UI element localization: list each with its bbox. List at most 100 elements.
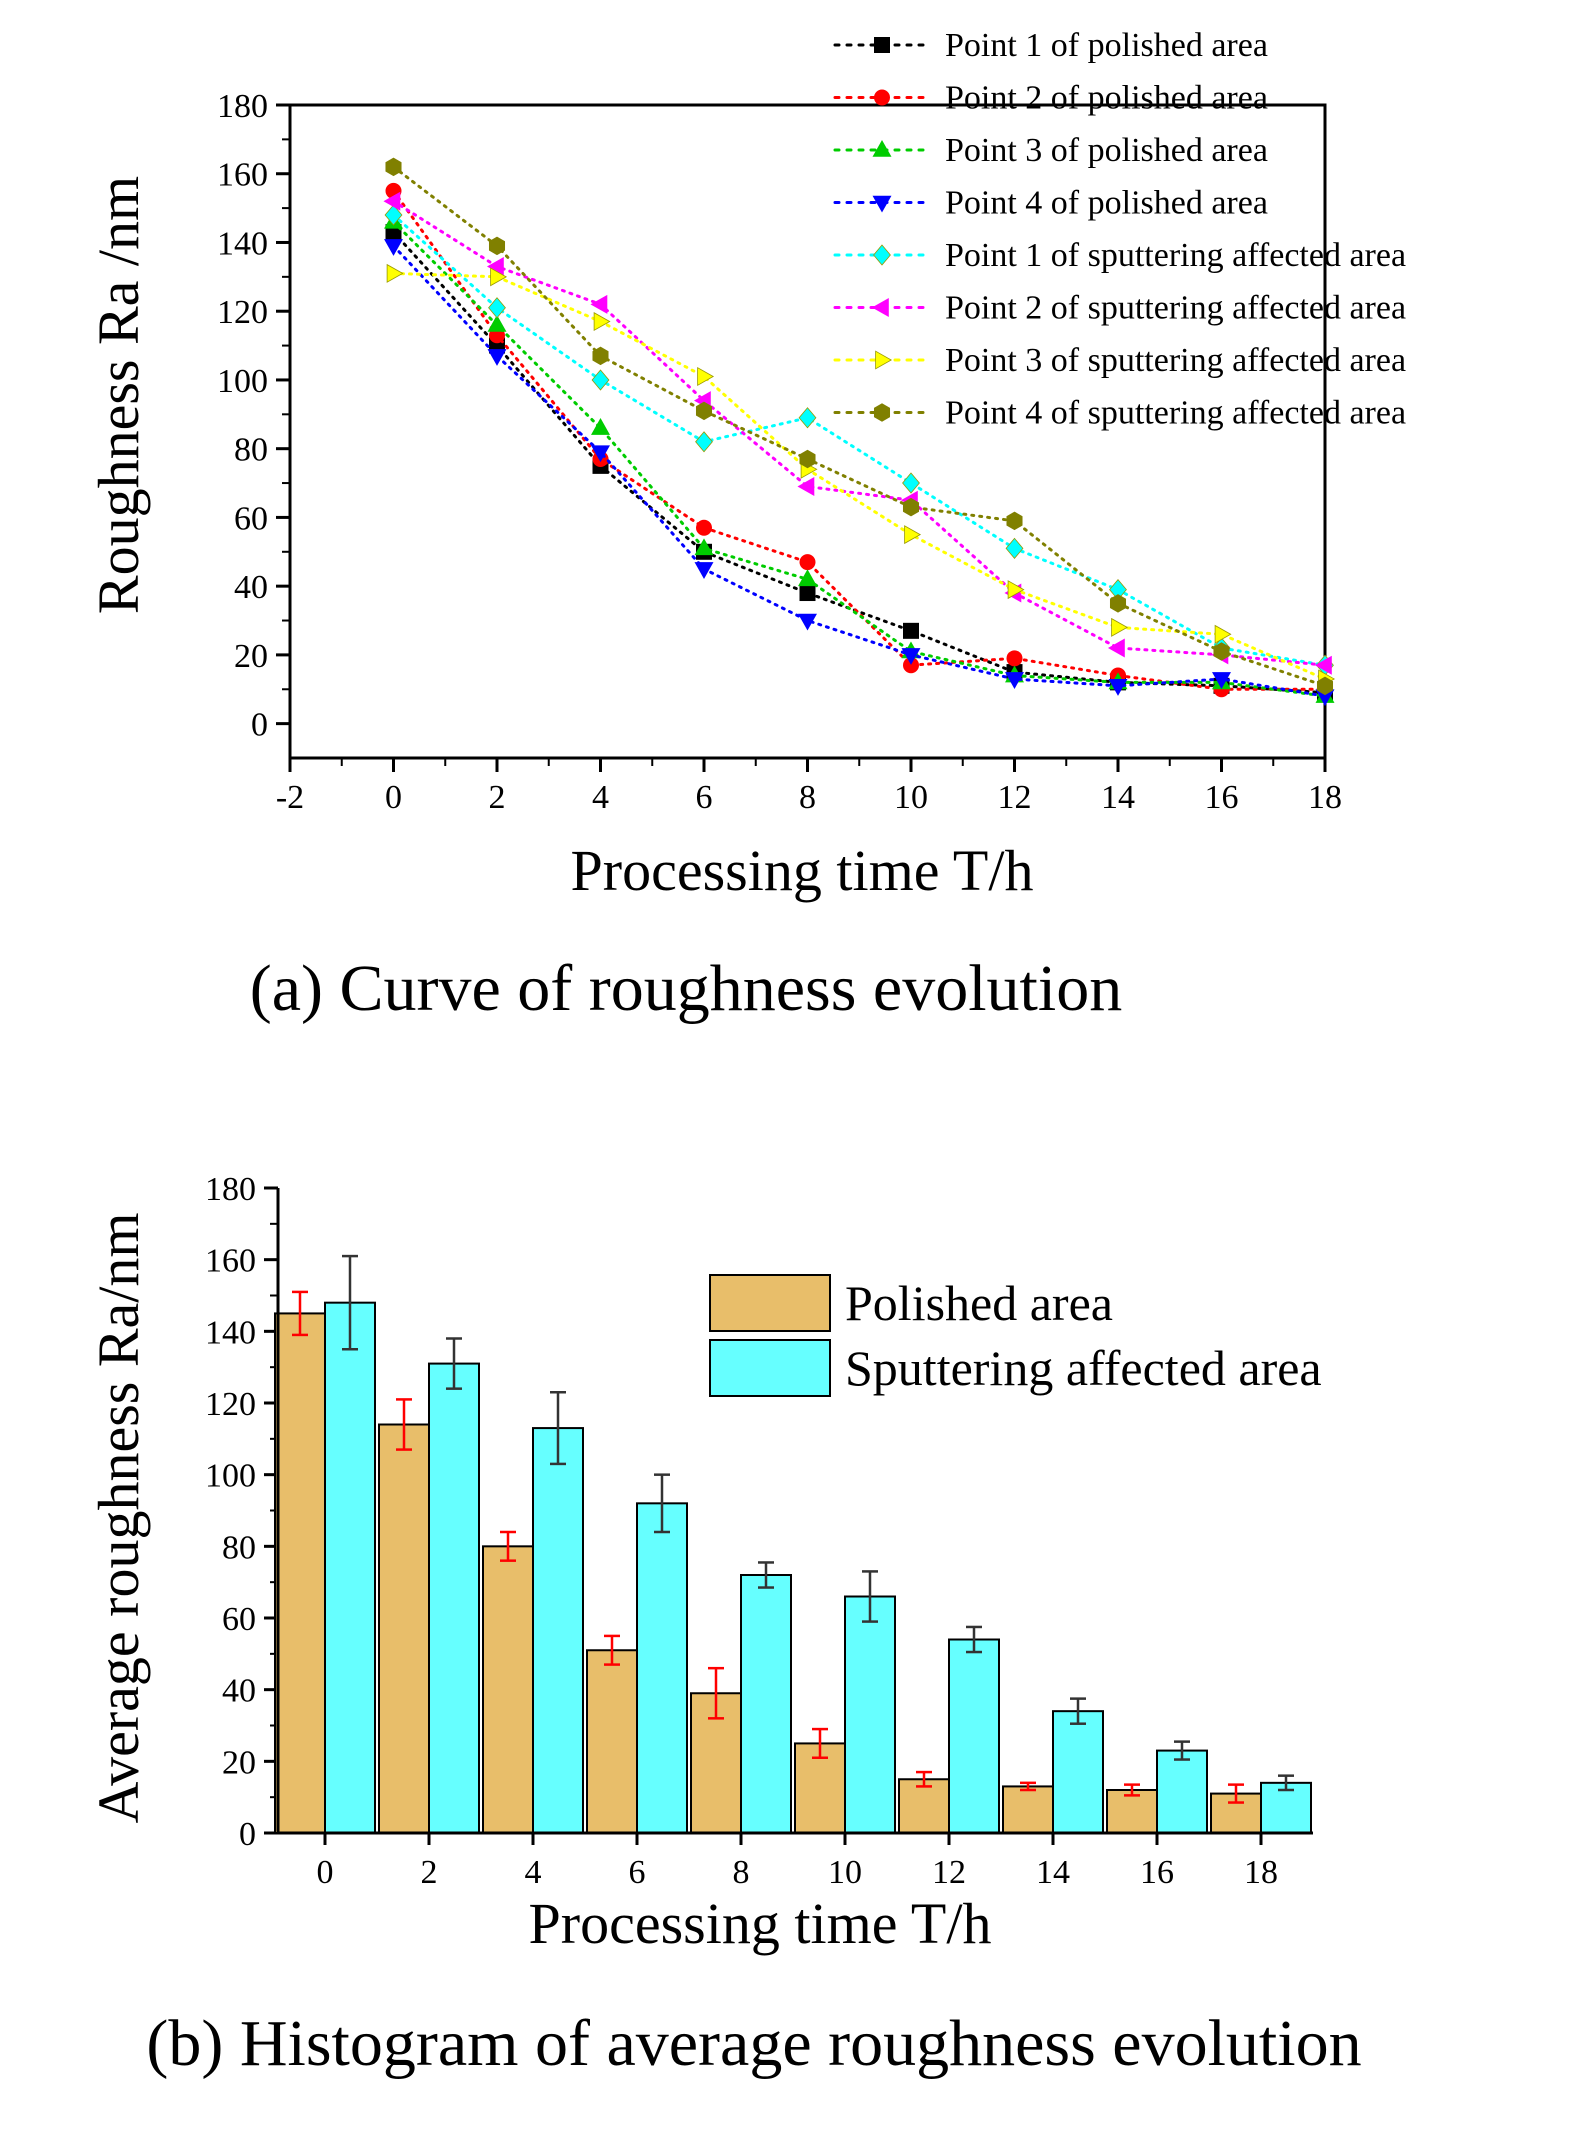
line-point-1-of-sputtering-affected-area	[392, 213, 1327, 667]
x-tick-label-b: 2	[421, 1854, 438, 1891]
legend-marker	[874, 89, 890, 106]
legend-label: Point 2 of polished area	[945, 80, 1268, 117]
bar-sputtering-affected-area	[948, 1638, 1000, 1834]
point-point-4-of-polished-area	[384, 239, 403, 256]
point-point-1-of-sputtering-affected-area	[798, 407, 817, 429]
line-point-4-of-sputtering-affected-area	[392, 165, 1327, 688]
error-bar-sputtering-affected-area	[758, 1561, 774, 1589]
bar-chart-panel: 0 20 40 60 80 100 120 140 160 180 0 2 4 6 8 10 12 14 16 18…	[86, 1171, 1362, 2080]
legend-marker	[873, 403, 891, 422]
legend-item-point-3-of-polished-area: Point 3 of polished area	[833, 132, 1268, 169]
point-point-2-of-polished-area	[799, 554, 816, 571]
bar-polished-area	[482, 1545, 534, 1835]
legend-label: Point 3 of polished area	[945, 132, 1268, 169]
y-axis-b: 0 20 40 60 80 100 120 140 160 180	[205, 1171, 278, 1853]
point-point-1-of-sputtering-affected-area	[591, 369, 610, 391]
point-point-1-of-polished-area	[799, 585, 816, 602]
point-point-4-of-polished-area	[798, 613, 817, 631]
y-tick-label-b: 160	[205, 1243, 256, 1280]
bar-polished-area	[274, 1312, 326, 1834]
legend-label: Point 4 of polished area	[945, 185, 1268, 222]
legend-marker	[874, 37, 890, 53]
caption-a: (a) Curve of roughness evolution	[250, 952, 1122, 1025]
point-point-3-of-polished-area	[798, 569, 817, 587]
y-tick-label-a: 80	[234, 432, 268, 469]
y-tick-label-a: 160	[217, 157, 268, 194]
point-point-4-of-sputtering-affected-area	[1213, 642, 1230, 661]
point-point-1-of-polished-area	[903, 622, 919, 639]
point-point-4-of-polished-area	[1108, 679, 1128, 696]
legend-marker	[872, 139, 892, 157]
point-point-4-of-sputtering-affected-area	[695, 401, 713, 421]
series-point-1-of-sputtering-affected-area	[384, 204, 1334, 676]
point-point-2-of-polished-area	[903, 657, 919, 674]
error-bar-polished-area	[292, 1290, 308, 1337]
x-tick-label-b: 10	[828, 1854, 862, 1891]
point-point-3-of-polished-area	[487, 314, 507, 332]
error-bar-sputtering-affected-area	[966, 1625, 982, 1654]
point-point-1-of-sputtering-affected-area	[902, 472, 920, 494]
point-point-4-of-sputtering-affected-area	[385, 157, 402, 177]
plot-frame-a	[288, 103, 1327, 760]
point-point-4-of-polished-area	[694, 562, 714, 579]
y-tick-label-a: 100	[217, 363, 268, 400]
y-tick-label-b: 140	[205, 1314, 256, 1351]
line-point-4-of-polished-area	[392, 244, 1327, 698]
y-axis-a: 0 20 40 60 80 100 120 140 160 180	[217, 88, 290, 744]
point-point-4-of-sputtering-affected-area	[488, 236, 506, 256]
x-tick-label-b: 16	[1140, 1854, 1174, 1891]
error-bar-sputtering-affected-area	[862, 1570, 878, 1623]
line-point-1-of-polished-area	[392, 230, 1327, 695]
legend-swatch	[709, 1274, 831, 1332]
axes-b	[276, 1188, 1313, 1835]
point-point-3-of-sputtering-affected-area	[386, 263, 404, 283]
point-point-4-of-polished-area	[591, 445, 610, 463]
x-axis-b: 0 2 4 6 8 10 12 14 16 18	[317, 1833, 1278, 1891]
error-bar-polished-area	[1124, 1783, 1140, 1797]
legend-label: Sputtering affected area	[845, 1340, 1322, 1396]
legend-item-polished-area: Polished area	[709, 1274, 1113, 1332]
point-point-2-of-sputtering-affected-area	[797, 477, 815, 496]
x-axis-a: -2 0 2 4 6 8 10 12 14 16 18	[276, 758, 1342, 816]
x-tick-label-b: 4	[525, 1854, 542, 1891]
legend-label: Point 2 of sputtering affected area	[945, 290, 1406, 327]
error-bar-sputtering-affected-area	[550, 1391, 566, 1466]
x-tick-label-b: 12	[932, 1854, 966, 1891]
point-point-3-of-sputtering-affected-area	[697, 367, 715, 386]
y-tick-label-a: 40	[234, 569, 268, 606]
line-point-3-of-sputtering-affected-area	[392, 271, 1327, 681]
point-point-2-of-polished-area	[696, 519, 712, 536]
x-axis-title-a: Processing time T/h	[571, 838, 1034, 903]
point-point-2-of-sputtering-affected-area	[1314, 655, 1332, 675]
error-bar-polished-area	[708, 1666, 724, 1720]
legend-item-point-4-of-polished-area: Point 4 of polished area	[833, 185, 1268, 222]
y-tick-label-a: 120	[217, 294, 268, 331]
legend-marker	[871, 298, 889, 317]
y-tick-label-b: 60	[222, 1601, 256, 1638]
legend-b: Polished area Sputtering affected area	[709, 1274, 1322, 1397]
x-tick-label-a: 14	[1101, 779, 1135, 816]
x-tick-label-a: 8	[799, 779, 816, 816]
point-point-3-of-sputtering-affected-area	[1111, 617, 1129, 637]
line-point-2-of-sputtering-affected-area	[392, 199, 1327, 667]
error-bar-polished-area	[1228, 1783, 1244, 1804]
point-point-3-of-sputtering-affected-area	[1007, 580, 1025, 600]
error-bar-polished-area	[916, 1770, 932, 1788]
caption-b: (b) Histogram of average roughness evolu…	[146, 2007, 1361, 2080]
bar-polished-area	[378, 1423, 430, 1834]
y-tick-label-a: 140	[217, 225, 268, 262]
bar-sputtering-affected-area	[740, 1574, 792, 1834]
legend-item-point-1-of-sputtering-affected-area: Point 1 of sputtering affected area	[833, 237, 1406, 274]
point-point-4-of-sputtering-affected-area	[1006, 511, 1023, 531]
legend-item-point-2-of-polished-area: Point 2 of polished area	[833, 80, 1268, 117]
error-bar-sputtering-affected-area	[1070, 1697, 1086, 1725]
legend-marker	[875, 350, 893, 370]
series-point-3-of-sputtering-affected-area	[386, 263, 1336, 689]
point-point-4-of-polished-area	[1005, 672, 1024, 689]
x-tick-label-a: 16	[1205, 779, 1239, 816]
y-tick-label-b: 80	[222, 1529, 256, 1566]
x-tick-label-b: 6	[629, 1854, 646, 1891]
series-point-4-of-sputtering-affected-area	[385, 157, 1334, 696]
error-bar-sputtering-affected-area	[1174, 1740, 1190, 1761]
